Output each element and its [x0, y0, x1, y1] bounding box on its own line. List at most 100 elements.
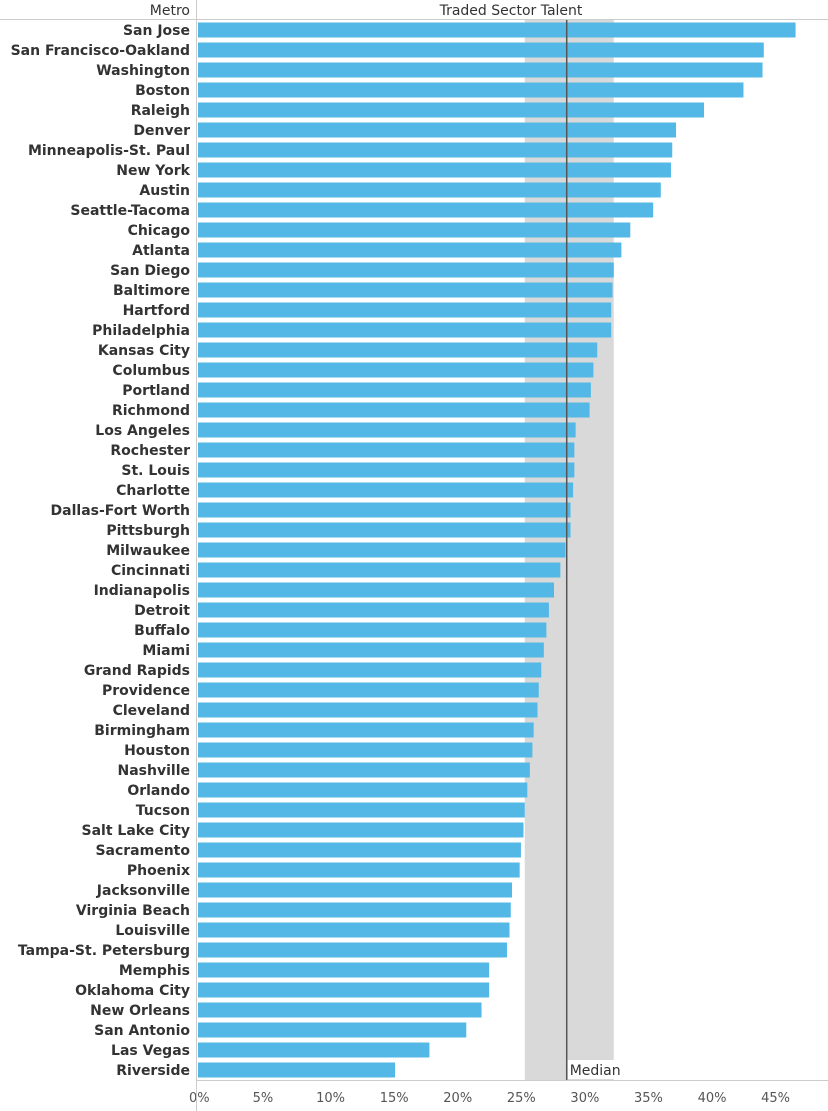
bar-milwaukee	[198, 542, 566, 558]
row-label-hartford: Hartford	[123, 303, 190, 319]
row-label-milwaukee: Milwaukee	[106, 543, 190, 559]
row-label-miami: Miami	[142, 643, 190, 659]
bar-philadelphia	[198, 322, 612, 338]
row-label-buffalo: Buffalo	[134, 623, 190, 639]
bar-los-angeles	[198, 422, 576, 438]
bar-jacksonville	[198, 882, 513, 898]
row-label-louisville: Louisville	[115, 923, 190, 939]
bars-layer	[198, 22, 796, 1078]
row-label-detroit: Detroit	[134, 603, 190, 619]
row-label-phoenix: Phoenix	[127, 863, 190, 879]
row-label-virginia-beach: Virginia Beach	[76, 903, 190, 919]
bar-nashville	[198, 762, 530, 778]
x-tick-label: 5%	[253, 1091, 274, 1106]
row-label-las-vegas: Las Vegas	[111, 1043, 190, 1059]
bar-dallas-fort-worth	[198, 502, 571, 518]
row-label-baltimore: Baltimore	[113, 283, 190, 299]
row-label-columbus: Columbus	[112, 363, 190, 379]
row-label-austin: Austin	[139, 183, 190, 199]
bar-new-orleans	[198, 1002, 482, 1018]
row-label-houston: Houston	[124, 743, 190, 759]
bar-atlanta	[198, 242, 622, 258]
row-label-rochester: Rochester	[110, 443, 190, 459]
bar-riverside	[198, 1062, 396, 1078]
x-tick-label: 20%	[443, 1091, 472, 1106]
row-label-birmingham: Birmingham	[94, 723, 190, 739]
row-label-san-jose: San Jose	[123, 23, 190, 39]
bar-seattle-tacoma	[198, 202, 654, 218]
bar-denver	[198, 122, 677, 138]
x-tick-label: 30%	[570, 1091, 599, 1106]
bar-buffalo	[198, 622, 547, 638]
row-label-richmond: Richmond	[112, 403, 190, 419]
row-label-chicago: Chicago	[128, 223, 191, 239]
row-label-sacramento: Sacramento	[95, 843, 190, 859]
row-label-los-angeles: Los Angeles	[95, 423, 190, 439]
bar-cleveland	[198, 702, 538, 718]
row-label-providence: Providence	[102, 683, 190, 699]
bar-boston	[198, 82, 744, 98]
bar-richmond	[198, 402, 590, 418]
bar-tampa-st-petersburg	[198, 942, 507, 958]
bar-washington	[198, 62, 763, 78]
bar-san-jose	[198, 22, 796, 38]
bar-las-vegas	[198, 1042, 430, 1058]
bar-phoenix	[198, 862, 520, 878]
row-label-tampa-st-petersburg: Tampa-St. Petersburg	[18, 943, 190, 959]
bar-grand-rapids	[198, 662, 542, 678]
bar-st-louis	[198, 462, 575, 478]
x-tick-label: 25%	[507, 1091, 536, 1106]
bar-sacramento	[198, 842, 521, 858]
bar-detroit	[198, 602, 549, 618]
row-label-st-louis: St. Louis	[121, 463, 190, 479]
x-tick-label: 35%	[634, 1091, 663, 1106]
bar-portland	[198, 382, 591, 398]
bar-virginia-beach	[198, 902, 511, 918]
row-label-orlando: Orlando	[127, 783, 190, 799]
x-tick-label: 15%	[380, 1091, 409, 1106]
bar-louisville	[198, 922, 510, 938]
row-label-memphis: Memphis	[119, 963, 190, 979]
bar-miami	[198, 642, 544, 658]
bar-pittsburgh	[198, 522, 571, 538]
x-tick-label: 10%	[316, 1091, 345, 1106]
bar-hartford	[198, 302, 612, 318]
x-axis-ticks-layer: 0% 5% 10% 15% 20% 25% 30% 35% 40% 45%	[189, 1091, 790, 1106]
row-label-indianapolis: Indianapolis	[94, 583, 190, 599]
bar-minneapolis-st-paul	[198, 142, 673, 158]
row-label-dallas-fort-worth: Dallas-Fort Worth	[51, 503, 190, 519]
bar-san-antonio	[198, 1022, 467, 1038]
bar-rochester	[198, 442, 575, 458]
bar-charlotte	[198, 482, 574, 498]
row-label-portland: Portland	[122, 383, 190, 399]
bar-austin	[198, 182, 661, 198]
row-label-grand-rapids: Grand Rapids	[84, 663, 190, 679]
bar-kansas-city	[198, 342, 598, 358]
row-label-new-orleans: New Orleans	[90, 1003, 190, 1019]
row-label-raleigh: Raleigh	[131, 103, 190, 119]
row-header-label: Metro	[150, 3, 190, 19]
median-label: Median	[570, 1063, 621, 1079]
bar-baltimore	[198, 282, 613, 298]
bar-san-francisco-oakland	[198, 42, 764, 58]
bar-houston	[198, 742, 533, 758]
row-label-cleveland: Cleveland	[113, 703, 190, 719]
bar-indianapolis	[198, 582, 554, 598]
row-label-tucson: Tucson	[136, 803, 190, 819]
bar-raleigh	[198, 102, 705, 118]
row-labels-layer: San Jose San Francisco-Oakland Washington B…	[11, 23, 191, 1079]
row-label-san-diego: San Diego	[110, 263, 190, 279]
bar-cincinnati	[198, 562, 561, 578]
bar-new-york	[198, 162, 671, 178]
median-label-background	[567, 1060, 620, 1079]
row-label-riverside: Riverside	[116, 1063, 190, 1079]
row-label-san-francisco-oakland: San Francisco-Oakland	[11, 43, 190, 59]
row-label-charlotte: Charlotte	[116, 483, 190, 499]
row-label-oklahoma-city: Oklahoma City	[75, 983, 190, 999]
row-label-kansas-city: Kansas City	[98, 343, 190, 359]
row-label-jacksonville: Jacksonville	[96, 883, 190, 899]
x-tick-label: 40%	[698, 1091, 727, 1106]
bar-orlando	[198, 782, 528, 798]
x-tick-label: 0%	[189, 1091, 210, 1106]
